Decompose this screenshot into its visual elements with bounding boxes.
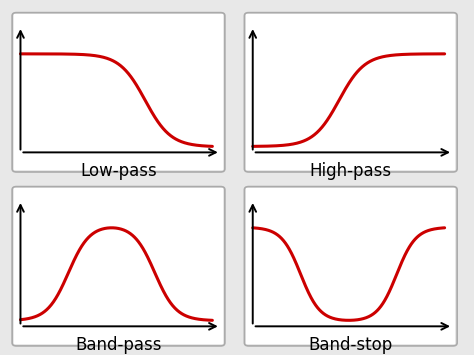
Text: Band-stop: Band-stop (309, 336, 393, 354)
Text: Low-pass: Low-pass (80, 162, 157, 180)
Text: Band-pass: Band-pass (75, 336, 162, 354)
Text: High-pass: High-pass (310, 162, 392, 180)
